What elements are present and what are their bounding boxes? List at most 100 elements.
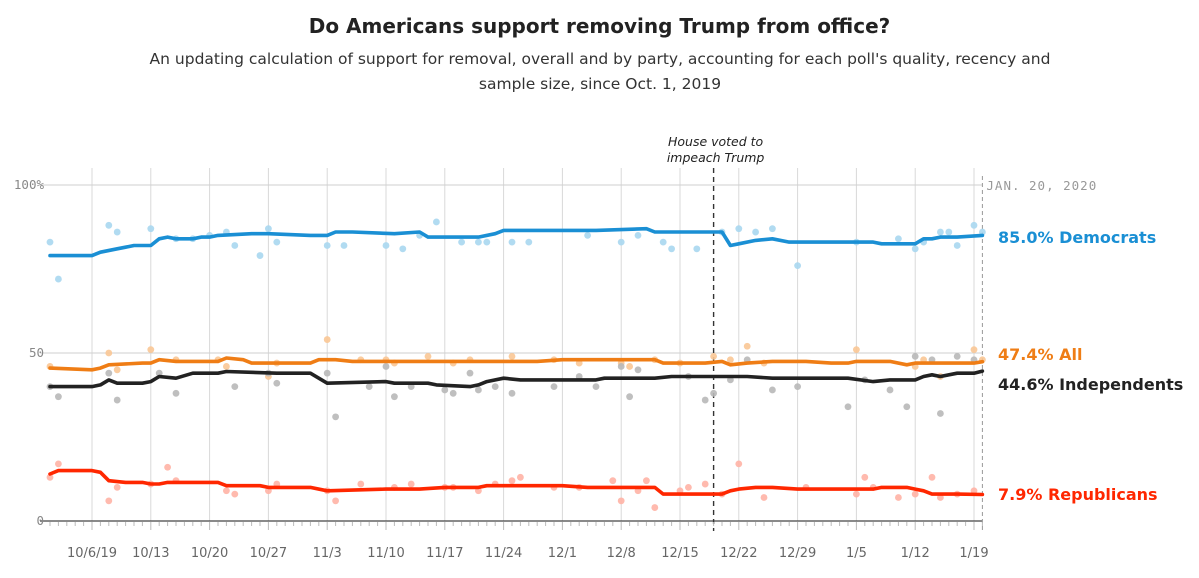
poll-dot-all	[223, 363, 230, 370]
poll-dot-independents	[475, 386, 482, 394]
x-tick-label: 12/22	[720, 546, 757, 561]
poll-dot-independents	[113, 396, 121, 404]
end-labels: 85.0% Democrats 47.4% All 44.6% Independen…	[998, 228, 1183, 504]
end-label-independents: 44.6% Independents	[998, 375, 1183, 394]
poll-dot-democrats	[945, 228, 953, 236]
poll-dot-independents	[903, 403, 911, 411]
poll-dot-democrats	[668, 245, 675, 253]
x-tick-label: 10/20	[191, 546, 228, 561]
x-tick-label: 11/3	[313, 546, 342, 561]
poll-dot-republicans	[853, 490, 860, 498]
poll-dot-republicans	[701, 480, 709, 488]
poll-dot-independents	[332, 413, 339, 421]
poll-dot-democrats	[735, 225, 743, 233]
x-tick-label: 10/6/19	[67, 546, 117, 561]
poll-dot-republicans	[760, 494, 768, 501]
poll-dot-independents	[937, 410, 944, 417]
poll-dot-democrats	[475, 238, 482, 246]
poll-dot-democrats	[273, 238, 281, 246]
poll-dot-independents	[491, 383, 499, 390]
poll-dot-all	[626, 363, 633, 370]
x-tick-label: 11/24	[485, 546, 522, 561]
poll-dot-independents	[886, 386, 894, 394]
poll-dot-independents	[441, 386, 449, 394]
poll-dot-democrats	[265, 225, 272, 233]
poll-dot-republicans	[357, 480, 365, 488]
poll-dot-all	[853, 346, 860, 354]
x-tick-label: 12/29	[779, 546, 816, 561]
poll-dot-republicans	[55, 460, 62, 468]
impeachment-annotation: House voted to	[668, 134, 764, 149]
x-tick-label: 12/1	[548, 546, 577, 561]
current-date-label: JAN. 20, 2020	[986, 178, 1097, 193]
poll-dot-independents	[794, 383, 801, 390]
end-label-all: 47.4% All	[998, 345, 1082, 364]
poll-dot-democrats	[617, 238, 625, 246]
end-label-republicans: 7.9% Republicans	[998, 485, 1158, 504]
poll-dot-republicans	[617, 497, 625, 505]
poll-dot-republicans	[911, 490, 919, 498]
y-tick-label: 50	[29, 345, 44, 360]
x-tick-label: 11/10	[367, 546, 404, 561]
poll-dot-independents	[273, 379, 281, 387]
poll-dot-democrats	[970, 221, 978, 229]
poll-dot-independents	[617, 363, 625, 370]
poll-dot-republicans	[735, 460, 743, 468]
poll-dot-all	[743, 342, 751, 350]
x-tick-label: 1/19	[959, 546, 988, 561]
poll-dot-democrats	[953, 242, 961, 249]
poll-dot-democrats	[895, 235, 902, 243]
poll-dot-independents	[701, 396, 709, 404]
poll-dot-republicans	[105, 497, 113, 505]
poll-dot-republicans	[46, 473, 54, 481]
chart-title: Do Americans support removing Trump from…	[308, 14, 891, 38]
poll-dot-democrats	[147, 225, 155, 233]
poll-dot-all	[323, 336, 331, 343]
poll-dot-independents	[391, 393, 398, 401]
poll-dot-independents	[466, 369, 474, 377]
x-tick-label: 11/17	[426, 546, 463, 561]
poll-dot-democrats	[399, 245, 407, 253]
poll-dot-republicans	[231, 490, 239, 498]
poll-dot-democrats	[525, 238, 533, 246]
trend-line-independents	[48, 369, 985, 389]
poll-dot-democrats	[105, 221, 113, 229]
x-tick-label: 10/27	[250, 546, 287, 561]
poll-dot-all	[710, 352, 717, 360]
poll-dot-democrats	[794, 262, 801, 270]
poll-dot-independents	[449, 389, 457, 397]
poll-dot-independents	[844, 403, 852, 411]
poll-dot-independents	[550, 383, 558, 390]
poll-dot-all	[727, 356, 734, 364]
poll-dot-democrats	[659, 238, 667, 246]
poll-dot-independents	[323, 369, 331, 377]
poll-dot-democrats	[693, 245, 701, 253]
poll-dot-all	[424, 352, 432, 360]
poll-dot-independents	[155, 369, 163, 377]
poll-dot-democrats	[458, 238, 465, 246]
axis-ticks: 10/6/19 10/13 10/20 10/27 11/3 11/10 11/17 11/2…	[14, 177, 989, 561]
poll-dot-republicans	[508, 477, 516, 485]
poll-dot-democrats	[55, 275, 62, 283]
poll-dot-republicans	[895, 494, 902, 501]
poll-dot-democrats	[46, 238, 54, 246]
x-tick-label: 12/15	[661, 546, 698, 561]
poll-dot-republicans	[928, 473, 936, 481]
poll-dot-democrats	[256, 252, 264, 259]
y-tick-label: 0	[36, 513, 44, 528]
poll-dot-independents	[55, 393, 62, 401]
poll-dot-independents	[911, 352, 919, 360]
poll-dot-democrats	[769, 225, 776, 233]
trend-line-democrats	[48, 226, 985, 258]
poll-dot-independents	[626, 393, 633, 401]
poll-dot-democrats	[382, 242, 390, 249]
poll-dot-independents	[365, 383, 373, 390]
poll-dot-republicans	[223, 487, 230, 495]
chart-subtitle: An updating calculation of support for r…	[149, 50, 1051, 93]
trend-lines	[48, 226, 985, 497]
poll-dot-republicans	[970, 487, 978, 495]
poll-dot-independents	[508, 389, 516, 397]
poll-dot-republicans	[643, 477, 650, 485]
